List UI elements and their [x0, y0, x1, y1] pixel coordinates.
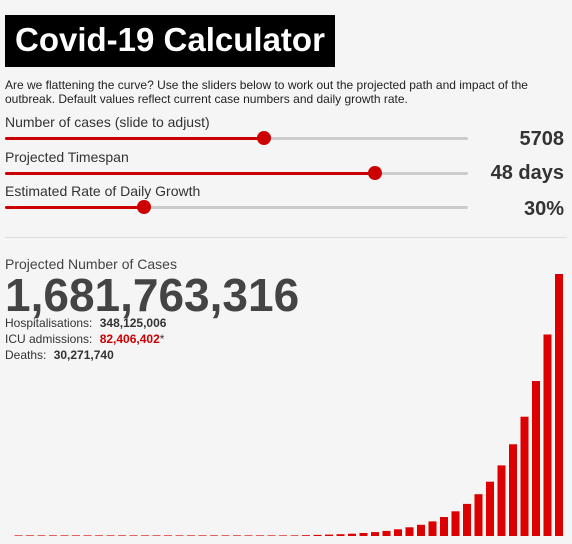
- cases-value: 5708: [519, 128, 565, 150]
- timespan-slider-thumb[interactable]: [368, 166, 383, 180]
- chart-bar-day-7: [83, 535, 92, 536]
- chart-bar-day-45: [520, 416, 529, 536]
- description: Are we flattening the curve? Use the sli…: [5, 78, 528, 106]
- timespan-value: 48 days: [490, 162, 564, 184]
- timespan-slider-fill: [5, 172, 376, 175]
- growth-slider-fill: [5, 206, 144, 209]
- chart-bar-day-26: [302, 535, 310, 536]
- chart-bar-day-19: [221, 535, 230, 536]
- chart-bar-day-31: [359, 533, 368, 536]
- cases-slider-label: Number of cases (slide to adjust): [5, 114, 210, 130]
- chart-bar-day-6: [72, 535, 80, 536]
- chart-bar-day-5: [60, 535, 69, 536]
- chart-bar-day-48: [555, 274, 563, 536]
- chart-bar-day-27: [313, 534, 322, 536]
- timespan-slider[interactable]: [5, 166, 468, 180]
- growth-slider-thumb[interactable]: [136, 200, 151, 214]
- icu-footnote-mark: *: [159, 332, 165, 346]
- growth-value: 30%: [523, 198, 564, 220]
- cases-slider-fill: [5, 137, 265, 140]
- chart-bar-day-17: [198, 535, 207, 536]
- deaths-label: Deaths:: [5, 348, 47, 362]
- chart-bar-day-3: [37, 535, 46, 536]
- chart-bar-day-12: [141, 535, 149, 536]
- chart-bar-day-40: [463, 503, 471, 536]
- chart-bar-day-2: [26, 535, 34, 536]
- chart-bar-day-25: [290, 535, 299, 536]
- chart-bar-day-42: [486, 481, 494, 536]
- growth-slider[interactable]: [5, 200, 468, 214]
- deaths-value: 30,271,740: [53, 348, 114, 362]
- chart-bar-day-14: [164, 535, 172, 536]
- chart-bar-day-30: [348, 533, 356, 536]
- chart-bar-day-36: [417, 524, 425, 536]
- cases-slider[interactable]: [5, 131, 468, 145]
- icu-value: 82,406,402: [99, 332, 160, 346]
- hospitalisations-label: Hospitalisations:: [5, 316, 93, 330]
- chart-bar-day-39: [451, 511, 460, 536]
- chart-bar-day-23: [267, 535, 276, 536]
- chart-bar-day-28: [325, 534, 333, 536]
- chart-bar-day-38: [440, 517, 448, 536]
- projected-cases-label: Projected Number of Cases: [5, 256, 177, 272]
- icu-label: ICU admissions:: [5, 332, 93, 346]
- divider: [5, 237, 567, 238]
- chart-bar-day-15: [175, 535, 184, 536]
- chart-bar-day-13: [152, 535, 161, 536]
- chart-bar-day-4: [49, 535, 57, 536]
- chart-bar-day-43: [497, 465, 506, 536]
- chart-bar-day-44: [509, 444, 517, 536]
- chart-bar-day-29: [336, 534, 345, 536]
- chart-bar-day-18: [210, 535, 218, 536]
- timespan-slider-label: Projected Timespan: [5, 149, 129, 165]
- chart-bar-day-16: [187, 535, 195, 536]
- chart-bar-day-34: [394, 529, 402, 536]
- icu-stat: ICU admissions: 82,406,402*: [5, 332, 164, 346]
- hospitalisations-stat: Hospitalisations: 348,125,006: [5, 316, 166, 330]
- chart-bar-day-9: [106, 535, 115, 536]
- chart-bar-day-32: [371, 532, 379, 536]
- cases-slider-thumb[interactable]: [257, 131, 272, 145]
- projected-cases-value: 1,681,763,316: [5, 269, 300, 321]
- page-title: Covid-19 Calculator: [5, 15, 335, 67]
- chart-bar-day-24: [279, 535, 287, 536]
- chart-bar-day-20: [233, 535, 241, 536]
- chart-bar-day-22: [256, 535, 264, 536]
- chart-bar-day-41: [474, 494, 483, 536]
- growth-slider-label: Estimated Rate of Daily Growth: [5, 183, 201, 199]
- chart-bar-day-21: [244, 535, 253, 536]
- chart-bar-day-11: [129, 535, 138, 536]
- chart-bar-day-33: [382, 530, 391, 536]
- chart-bar-day-47: [543, 334, 552, 536]
- chart-bar-day-35: [405, 527, 414, 536]
- chart-bar-day-46: [532, 381, 540, 536]
- chart-bar-day-10: [118, 535, 126, 536]
- deaths-stat: Deaths: 30,271,740: [5, 348, 114, 362]
- hospitalisations-value: 348,125,006: [99, 316, 167, 330]
- chart-bar-day-8: [95, 535, 103, 536]
- chart-bar-day-37: [428, 521, 437, 536]
- chart-bar-day-1: [14, 535, 23, 536]
